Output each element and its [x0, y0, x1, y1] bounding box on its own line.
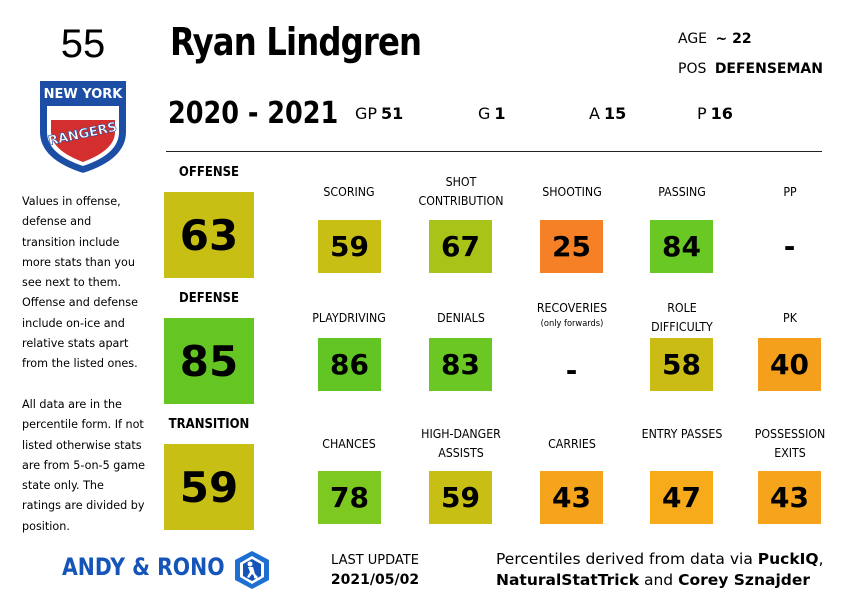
stat-gp: GP 51: [355, 104, 403, 123]
season-label: 2020 - 2021: [168, 96, 339, 131]
metric-recoveries-value: -: [565, 354, 578, 387]
age-value: ~ 22: [715, 31, 752, 47]
metric-entry-passes-label: ENTRY PASSES: [641, 427, 723, 441]
metric-possession-exits-value: 43: [758, 471, 821, 524]
metric-denials-label: DENIALS: [437, 311, 485, 325]
metric-high-danger-assists-label: HIGH-DANGER ASSISTS: [421, 427, 501, 460]
credit-puckiq: PuckIQ: [757, 550, 819, 568]
stat-g-value: 1: [494, 104, 506, 123]
stat-gp-value: 51: [381, 104, 404, 123]
metric-chances-label: CHANCES: [322, 437, 376, 451]
player-name: Ryan Lindgren: [170, 20, 422, 64]
metric-carries-label: CARRIES: [548, 437, 596, 451]
last-update-label: LAST UPDATE: [331, 553, 419, 568]
position-label: POS: [678, 61, 707, 77]
metric-passing-value: 84: [650, 220, 713, 273]
stat-p-label: P: [697, 104, 707, 123]
metric-shooting-label: SHOOTING: [542, 185, 602, 199]
metric-chances-value: 78: [318, 471, 381, 524]
credit-naturalstattrick: NaturalStatTrick: [496, 571, 640, 589]
defense-score: 85: [164, 318, 254, 404]
metric-shot-contribution-label: SHOT CONTRIBUTION: [418, 175, 504, 208]
last-update-date: 2021/05/02: [330, 572, 420, 588]
metric-denials-value: 83: [429, 338, 492, 391]
metric-pp-label: PP: [783, 185, 797, 199]
age-label: AGE: [678, 31, 708, 47]
metric-possession-exits-label: POSSESSION EXITS: [754, 427, 826, 460]
stat-a: A 15: [589, 104, 626, 123]
methodology-note-text: Values in offense, defense and transitio…: [22, 195, 145, 533]
offense-score: 63: [164, 192, 254, 278]
stat-a-value: 15: [603, 104, 627, 123]
metric-role-difficulty-value: 58: [650, 338, 713, 391]
credit-corey-sznajder: Corey Sznajder: [678, 571, 811, 589]
position-value: DEFENSEMAN: [714, 61, 823, 77]
logo-text-new-york: NEW YORK: [44, 87, 124, 102]
metric-playdriving-label: PLAYDRIVING: [312, 311, 386, 325]
age-row: AGE ~ 22: [678, 31, 752, 47]
header-divider: [166, 151, 822, 152]
rangers-shield-icon: NEW YORK RANGERS: [33, 76, 133, 176]
stat-p: P 16: [697, 104, 733, 123]
credits-line-2: NaturalStatTrick and Corey Sznajder: [496, 571, 811, 589]
transition-title: TRANSITION: [168, 417, 250, 432]
stat-g-label: G: [478, 104, 491, 123]
credits-line-1: Percentiles derived from data via PuckIQ…: [496, 550, 824, 568]
offense-title: OFFENSE: [178, 165, 240, 180]
metric-scoring-value: 59: [318, 220, 381, 273]
metric-role-difficulty-label: ROLE DIFFICULTY: [651, 301, 713, 334]
metric-pk-value: 40: [758, 338, 821, 391]
metric-shot-contribution-value: 67: [429, 220, 492, 273]
brand-name: ANDY & RONO: [62, 553, 225, 581]
metric-scoring-label: SCORING: [323, 185, 375, 199]
defense-title: DEFENSE: [179, 291, 239, 306]
data-credits: Percentiles derived from data via PuckIQ…: [496, 549, 824, 591]
metric-carries-value: 43: [540, 471, 603, 524]
metric-recoveries-sublabel: (only forwards): [540, 319, 604, 329]
transition-score: 59: [164, 444, 254, 530]
methodology-note: Values in offense, defense and transitio…: [22, 192, 145, 537]
metric-playdriving-value: 86: [318, 338, 381, 391]
hockey-player-hexagon-icon: [232, 550, 272, 590]
metric-high-danger-assists-value: 59: [429, 471, 492, 524]
metric-pp-value: -: [783, 230, 796, 263]
metric-recoveries-label: RECOVERIES (only forwards): [526, 299, 618, 330]
metric-passing-label: PASSING: [658, 185, 706, 199]
stat-p-value: 16: [710, 104, 733, 123]
metric-entry-passes-value: 47: [650, 471, 713, 524]
jersey-number: 55: [60, 22, 106, 66]
stat-a-label: A: [589, 104, 600, 123]
position-row: POS DEFENSEMAN: [678, 61, 823, 77]
stat-gp-label: GP: [355, 104, 378, 123]
metric-pk-label: PK: [783, 311, 797, 325]
metric-shooting-value: 25: [540, 220, 603, 273]
